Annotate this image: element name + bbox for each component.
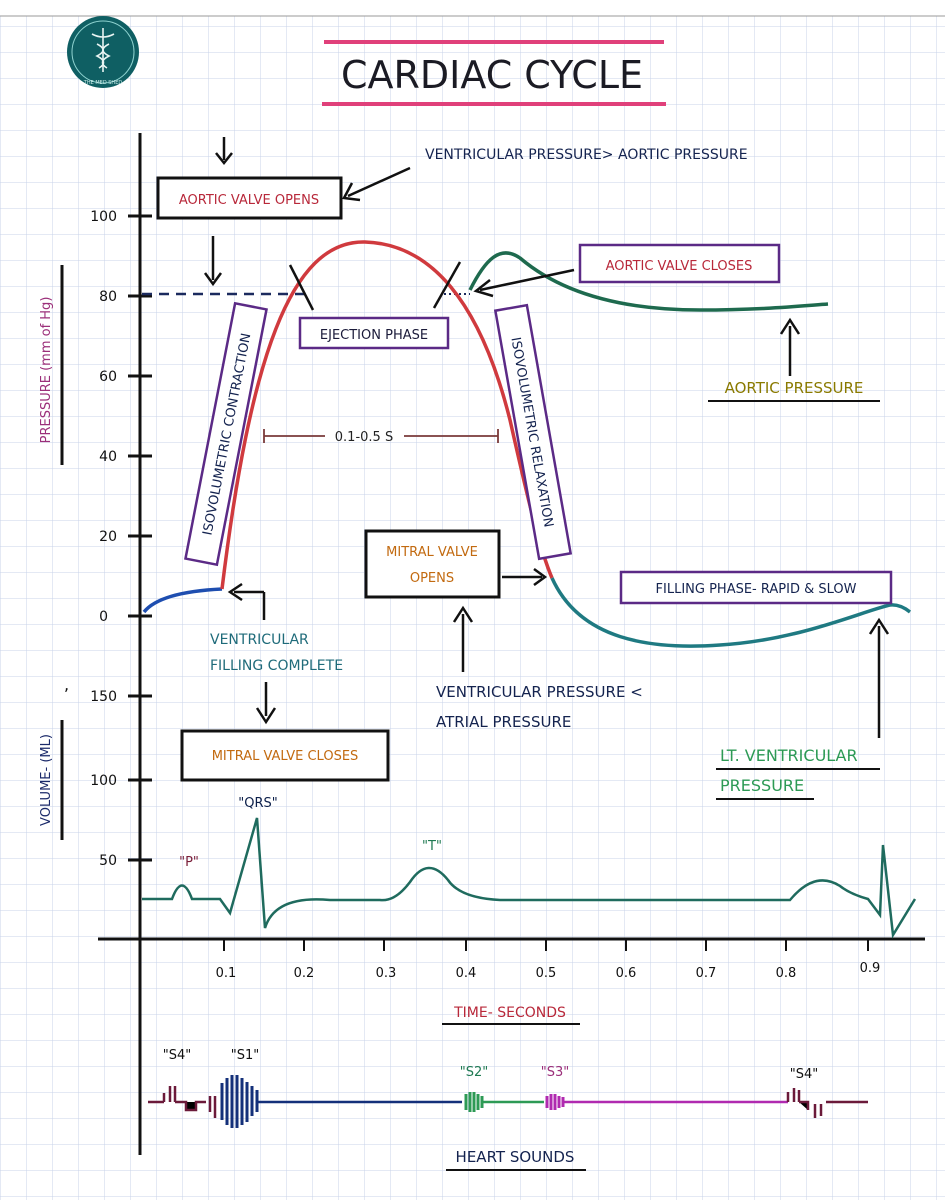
pressure-tick-80: 80 — [99, 289, 117, 305]
time-tick-0-2: 0.2 — [294, 966, 315, 981]
time-tick-0-9: 0.9 — [860, 961, 881, 976]
time-axis: 0.1 0.2 0.3 0.4 0.5 0.6 0.7 0.8 0.9 TIME… — [216, 939, 881, 1025]
aortic-valve-opens-annotation: AORTIC VALVE OPENS VENTRICULAR PRESSURE>… — [156, 137, 748, 287]
time-tick-0-1: 0.1 — [216, 966, 237, 981]
ecg-p-label: "P" — [179, 855, 199, 870]
pressure-axis: 100 80 60 40 20 0 150 100 50 PRESSURE (m… — [39, 209, 152, 869]
axes — [98, 133, 925, 1155]
lt-ventricular-pressure-annotation: LT. VENTRICULAR PRESSURE — [716, 617, 890, 800]
mitral-valve-opens-label-line1: MITRAL VALVE — [386, 545, 478, 560]
caduceus-icon — [91, 28, 115, 72]
aortic-pressure-curve — [468, 251, 829, 312]
heart-sound-s1-label: "S1" — [231, 1048, 259, 1063]
title-block: CARDIAC CYCLE — [322, 40, 666, 106]
pressure-tick-0: 0 — [99, 609, 108, 625]
aortic-pressure-label: AORTIC PRESSURE — [725, 379, 864, 397]
ventricular-gt-aortic-label: VENTRICULAR PRESSURE> AORTIC PRESSURE — [425, 147, 748, 163]
aortic-valve-close-marker — [432, 261, 462, 309]
ventricular-lt-atrial-label-line2: ATRIAL PRESSURE — [436, 713, 571, 731]
ventricular-filling-label-line1: VENTRICULAR — [210, 632, 309, 648]
ventricular-filling-curve — [142, 587, 223, 614]
interval-marker — [263, 429, 499, 443]
ventricular-filling-complete-annotation: VENTRICULAR FILLING COMPLETE — [210, 582, 343, 725]
ecg-t-label: "T" — [422, 839, 442, 854]
ventricular-filling-label-line2: FILLING COMPLETE — [210, 658, 343, 674]
time-tick-0-6: 0.6 — [616, 966, 637, 981]
grid-paper — [0, 16, 945, 1200]
interval-label: 0.1-0.5 S — [335, 430, 393, 445]
volume-axis-label: VOLUME- (ML) — [39, 734, 54, 826]
time-tick-0-3: 0.3 — [376, 966, 397, 981]
aortic-valve-open-marker — [288, 264, 315, 311]
lv-filling-pressure-curve — [550, 577, 912, 648]
aortic-valve-opens-label: AORTIC VALVE OPENS — [179, 193, 319, 208]
heart-sound-s2-label: "S2" — [460, 1065, 488, 1080]
ecg-trace — [142, 817, 917, 939]
lt-ventricular-label-line2: PRESSURE — [720, 776, 804, 795]
lt-ventricular-label-line1: LT. VENTRICULAR — [720, 746, 858, 765]
volume-tick-100: 100 — [90, 773, 117, 789]
pressure-tick-20: 20 — [99, 529, 117, 545]
heart-sounds-trace: "S4" "S1" "S2" "S3" "S4" — [148, 1048, 868, 1128]
filling-phase-label: FILLING PHASE- RAPID & SLOW — [656, 582, 857, 597]
aortic-valve-closes-annotation: AORTIC VALVE CLOSES — [473, 243, 781, 298]
ejection-phase-box — [298, 316, 450, 350]
pressure-tick-100: 100 — [90, 209, 117, 225]
heart-sounds-label: HEART SOUNDS — [456, 1148, 575, 1166]
mitral-valve-opens-label-line2: OPENS — [410, 571, 454, 586]
mitral-valve-closes-label: MITRAL VALVE CLOSES — [212, 749, 359, 764]
pressure-tick-40: 40 — [99, 449, 117, 465]
ecg-qrs-label: "QRS" — [238, 796, 277, 811]
pressure-tick-60: 60 — [99, 369, 117, 385]
time-tick-0-5: 0.5 — [536, 966, 557, 981]
ventricular-lt-atrial-label-line1: VENTRICULAR PRESSURE < — [436, 683, 643, 701]
volume-tick-150: 150 — [90, 689, 117, 705]
mitral-valve-opens-annotation: MITRAL VALVE OPENS VENTRICULAR PRESSURE … — [364, 529, 643, 731]
heart-sound-s4-second-label: "S4" — [790, 1067, 818, 1082]
stray-mark: , — [64, 675, 69, 694]
heart-sound-s4-label: "S4" — [163, 1048, 191, 1063]
ejection-phase-label: EJECTION PHASE — [320, 328, 428, 343]
logo-text: THE MED SHED — [83, 80, 123, 86]
time-axis-label: TIME- SECONDS — [453, 1005, 566, 1021]
aortic-pressure-annotation: AORTIC PRESSURE — [708, 317, 880, 402]
page-title: CARDIAC CYCLE — [341, 53, 643, 97]
volume-tick-50: 50 — [99, 853, 117, 869]
filling-phase-box — [619, 570, 893, 605]
mitral-valve-closes-box — [180, 729, 390, 782]
aortic-valve-closes-label: AORTIC VALVE CLOSES — [606, 259, 753, 274]
pressure-axis-label: PRESSURE (mm of Hg) — [39, 297, 54, 444]
logo: THE MED SHED — [67, 16, 139, 88]
time-tick-0-7: 0.7 — [696, 966, 717, 981]
heart-sound-s3-label: "S3" — [541, 1065, 569, 1080]
time-tick-0-8: 0.8 — [776, 966, 797, 981]
time-tick-0-4: 0.4 — [456, 966, 477, 981]
